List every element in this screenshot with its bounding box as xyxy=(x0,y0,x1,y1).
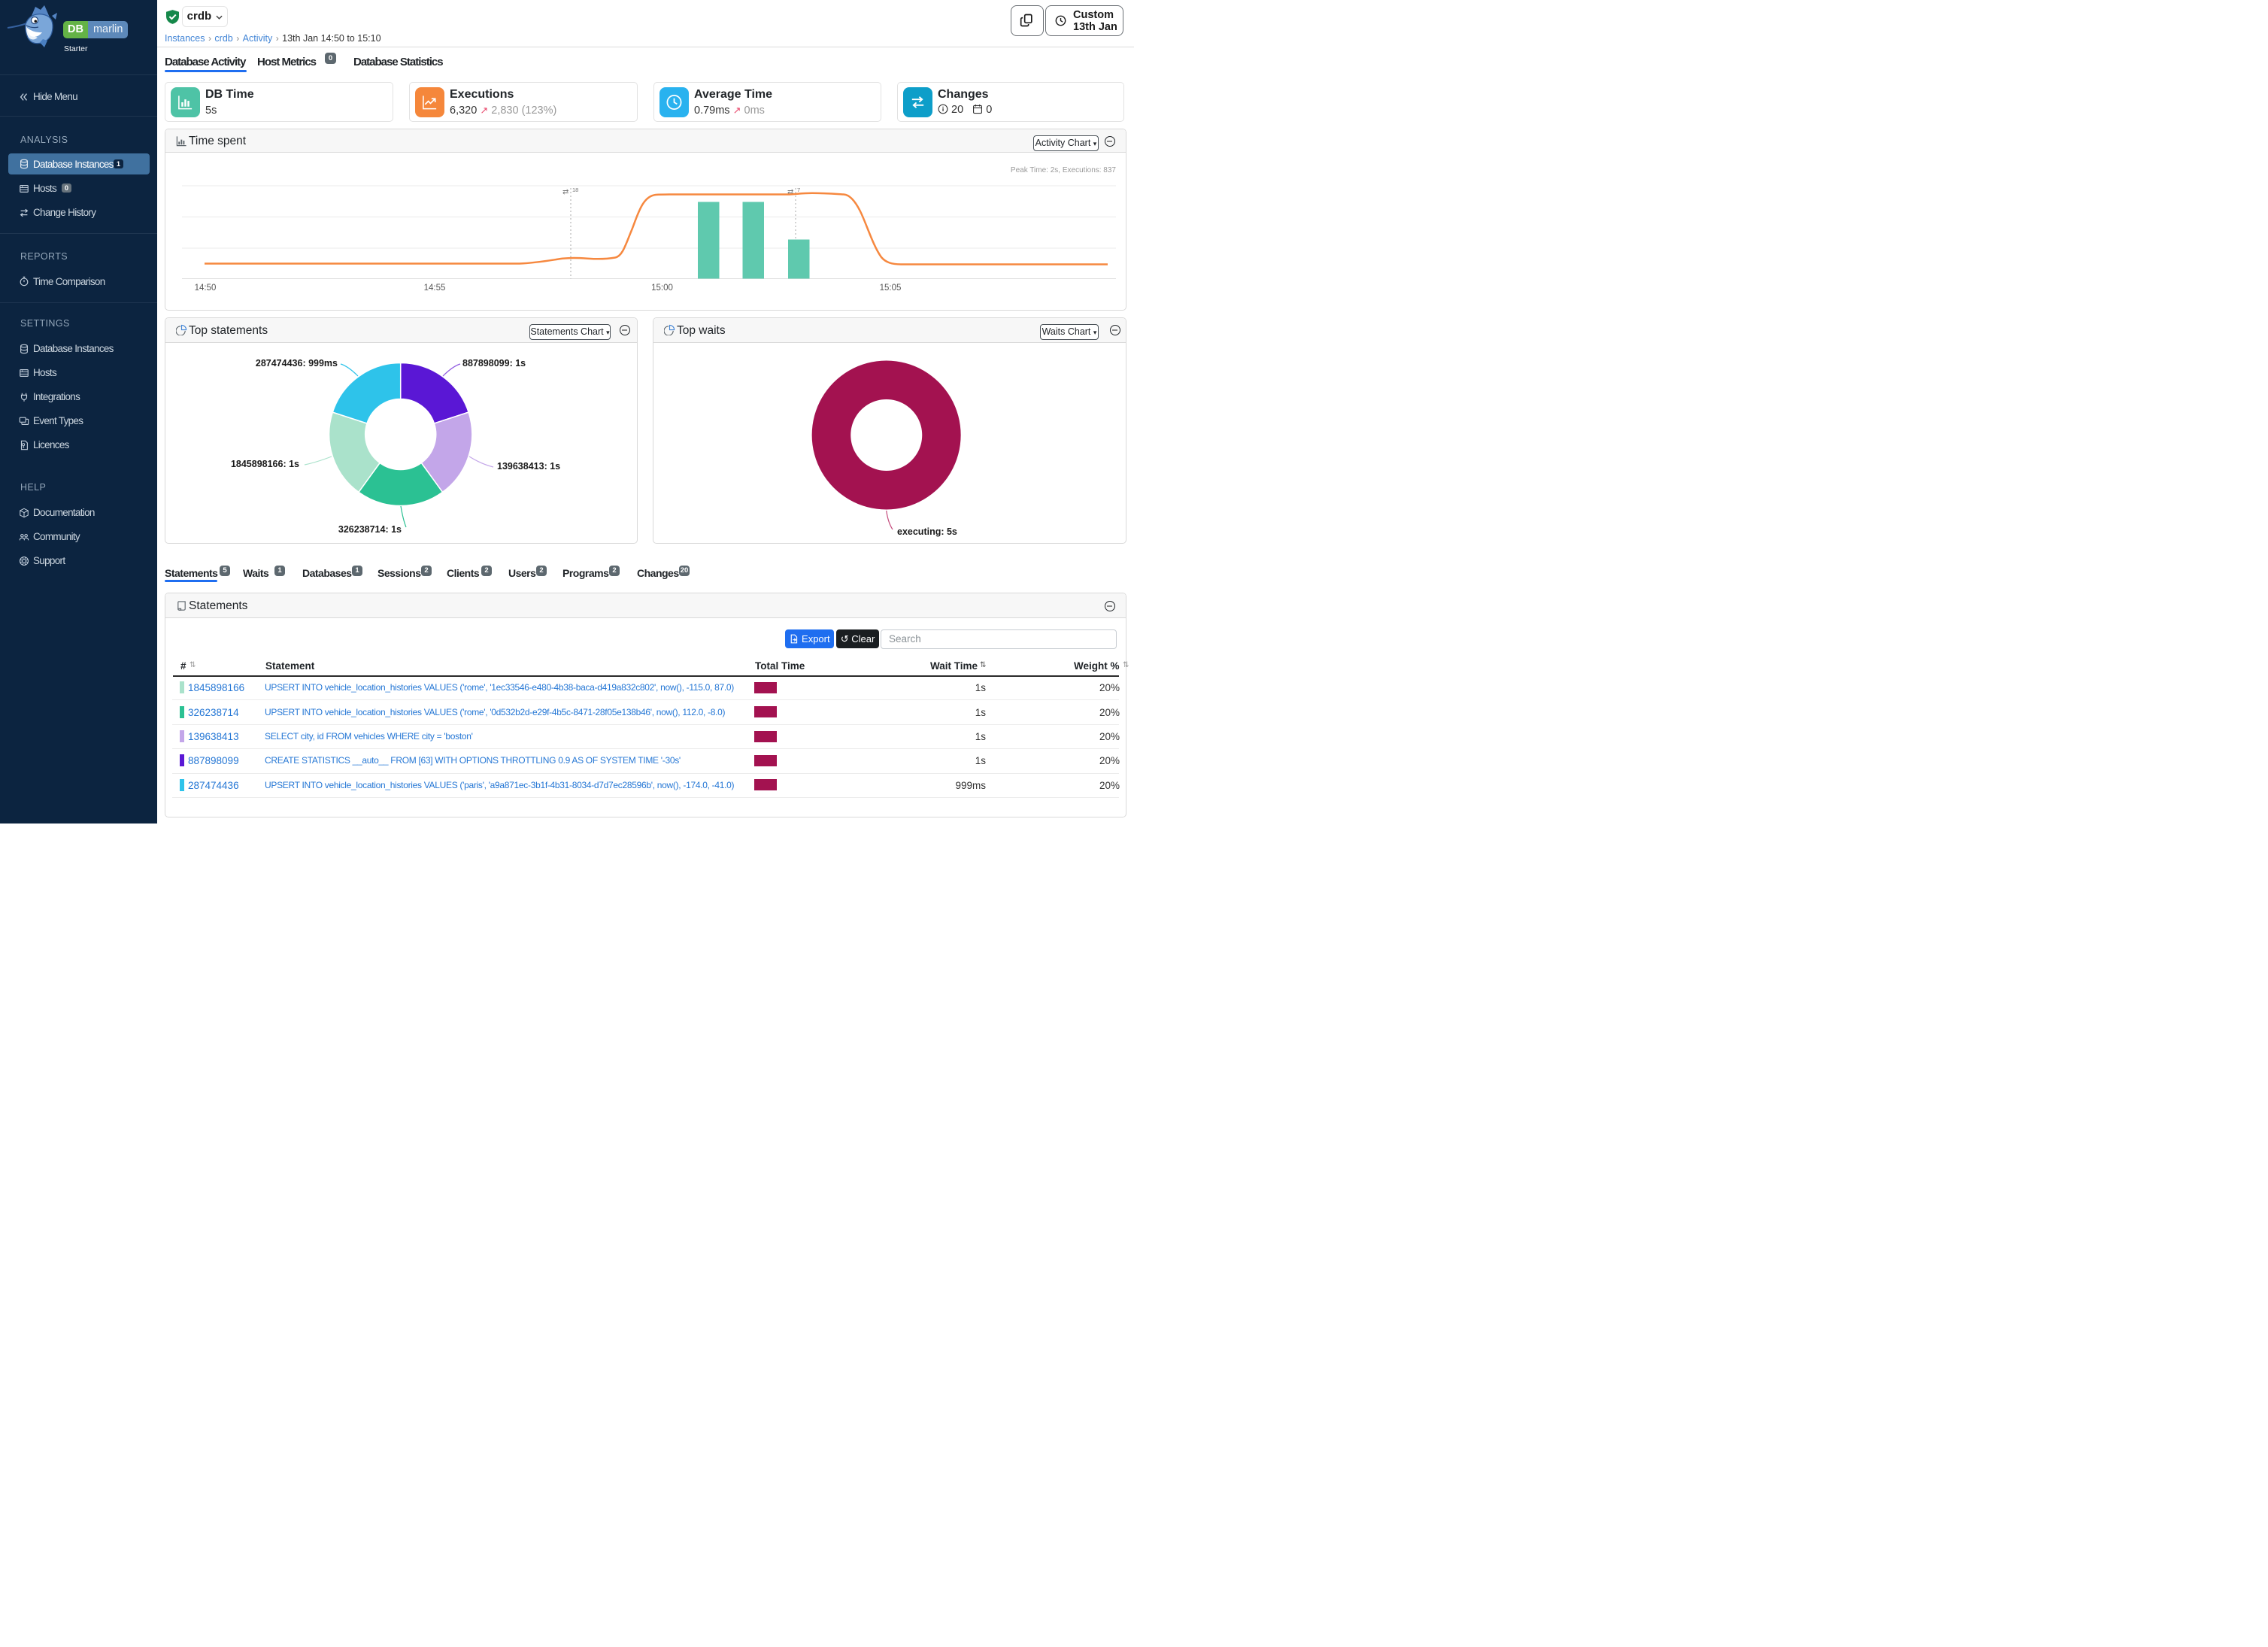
svg-text:1845898166: 1s: 1845898166: 1s xyxy=(231,459,299,469)
svg-text:139638413: 1s: 139638413: 1s xyxy=(497,461,560,472)
svg-text:Peak Time: 2s, Executions: 837: Peak Time: 2s, Executions: 837 xyxy=(1011,166,1117,174)
svg-text:14:55: 14:55 xyxy=(424,284,446,293)
svg-text:18: 18 xyxy=(572,187,578,193)
svg-text:executing: 5s: executing: 5s xyxy=(897,526,957,537)
svg-text:⇄: ⇄ xyxy=(562,188,569,196)
svg-text:887898099: 1s: 887898099: 1s xyxy=(462,358,526,369)
svg-text:⇄: ⇄ xyxy=(787,188,793,196)
svg-text:7: 7 xyxy=(797,187,800,193)
svg-text:15:05: 15:05 xyxy=(880,284,902,293)
svg-text:14:50: 14:50 xyxy=(195,284,217,293)
svg-text:287474436: 999ms: 287474436: 999ms xyxy=(256,358,338,369)
svg-text:15:00: 15:00 xyxy=(651,284,673,293)
svg-text:326238714: 1s: 326238714: 1s xyxy=(338,524,402,535)
